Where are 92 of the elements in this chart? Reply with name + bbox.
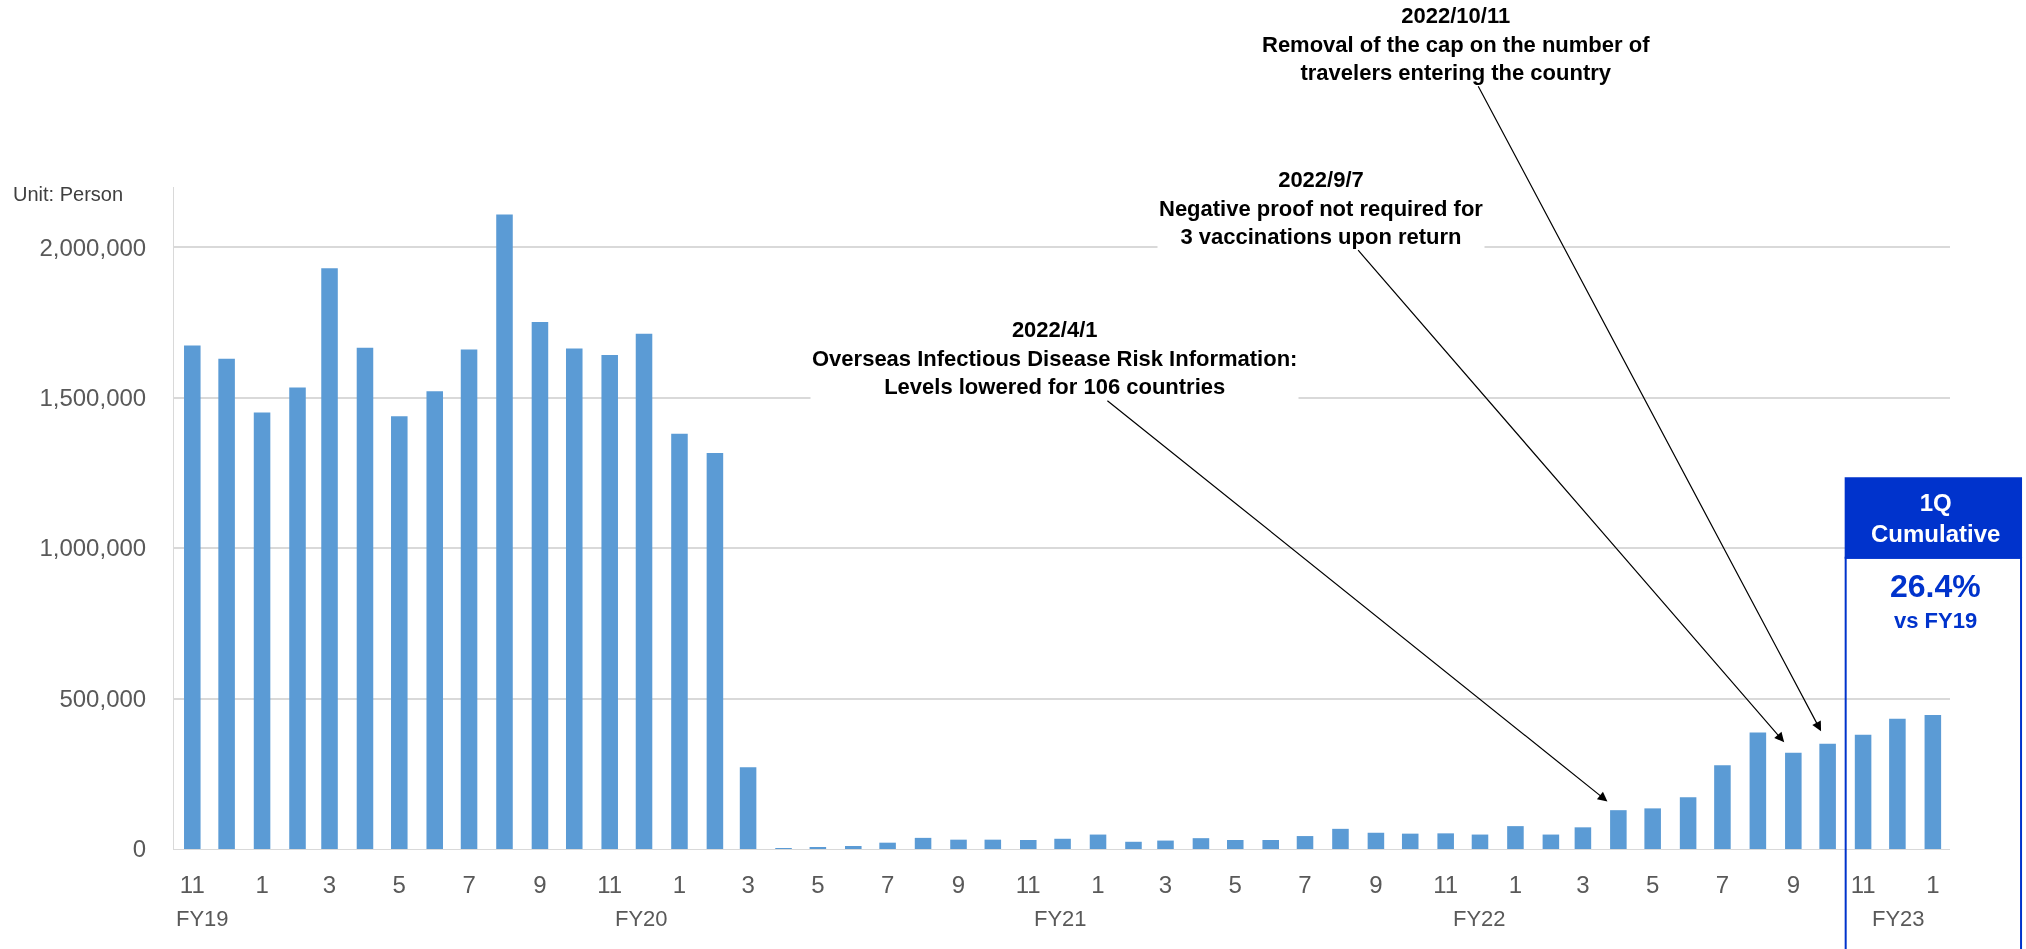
bar xyxy=(321,268,338,849)
bar xyxy=(1679,797,1697,849)
y-tick-label: 1,500,000 xyxy=(39,384,147,412)
x-tick-label: 1 xyxy=(255,870,269,898)
text: FY19 xyxy=(176,906,229,931)
text: FY20 xyxy=(615,906,668,931)
annotation: 1Q Cumulative xyxy=(1871,489,2001,548)
y-tick-label: 2,000,000 xyxy=(39,233,147,261)
bar xyxy=(1157,840,1174,849)
x-tick-label: 7 xyxy=(462,870,476,898)
annotation: 2022/10/11 Removal of the cap on the number of travelers entering the country xyxy=(1262,3,1651,86)
text: FY23 xyxy=(1872,906,1925,931)
bar xyxy=(1226,839,1244,849)
x-tick-label: 7 xyxy=(880,870,895,898)
bar xyxy=(1019,839,1037,849)
bar xyxy=(914,837,932,849)
bar xyxy=(1785,752,1802,849)
bar xyxy=(635,333,653,849)
bar xyxy=(845,845,862,849)
x-tick-label: 5 xyxy=(1228,870,1242,898)
bar xyxy=(671,433,688,849)
x-tick-label: 1 xyxy=(672,870,687,898)
x-tick-label: 9 xyxy=(1786,870,1801,898)
bar xyxy=(1507,826,1524,849)
bar xyxy=(1889,718,1906,849)
x-tick-label: 5 xyxy=(1645,870,1660,898)
x-tick-label: 11 xyxy=(1015,870,1041,898)
bar xyxy=(531,322,549,849)
bar xyxy=(1296,836,1314,849)
bar xyxy=(1749,732,1767,849)
bar xyxy=(879,842,896,849)
bar xyxy=(565,348,583,849)
bar xyxy=(460,349,478,849)
bar xyxy=(739,767,757,849)
x-tick-label: 5 xyxy=(811,870,825,898)
annotation: vs FY19 xyxy=(1894,608,1978,633)
y-tick-label: 1,000,000 xyxy=(39,534,147,562)
x-tick-label: 9 xyxy=(1369,870,1383,898)
bar xyxy=(1089,834,1107,849)
x-tick-label: 11 xyxy=(1850,870,1876,898)
bar xyxy=(218,358,235,849)
bar xyxy=(356,347,374,849)
annotation: 26.4% xyxy=(1890,568,1981,604)
bar xyxy=(1854,734,1872,849)
annotation: 2022/4/1 Overseas Infectious Disease Risk Information: Levels lowered for 106 countries xyxy=(812,317,1298,400)
bar xyxy=(496,214,513,849)
x-tick-label: 11 xyxy=(1433,870,1459,898)
bar xyxy=(601,354,618,849)
bar xyxy=(1262,839,1279,849)
x-tick-label: 3 xyxy=(741,870,755,898)
bar xyxy=(1714,765,1731,849)
bar xyxy=(1542,834,1560,849)
bar xyxy=(1367,832,1385,849)
bar xyxy=(1819,743,1836,849)
x-tick-label: 1 xyxy=(1091,870,1105,898)
bar xyxy=(1610,810,1627,849)
bar xyxy=(1054,838,1071,849)
text: FY21 xyxy=(1034,906,1087,931)
bar xyxy=(1471,834,1489,849)
x-tick-label: 1 xyxy=(1508,870,1523,898)
x-tick-label: 3 xyxy=(322,870,337,898)
bar xyxy=(391,416,408,849)
x-tick-label: 1 xyxy=(1926,870,1940,898)
x-tick-label: 11 xyxy=(597,870,623,898)
x-tick-label: 9 xyxy=(533,870,547,898)
x-tick-label: 11 xyxy=(179,870,205,898)
bar xyxy=(426,391,444,849)
x-tick-label: 7 xyxy=(1298,870,1312,898)
y-tick-label: 0 xyxy=(132,835,147,863)
annotation: 2022/9/7 Negative proof not required for 3 vaccinations upon return xyxy=(1159,167,1484,250)
bar xyxy=(950,839,967,849)
y-tick-label: 500,000 xyxy=(59,684,147,712)
x-tick-label: 5 xyxy=(392,870,406,898)
x-tick-label: 9 xyxy=(951,870,966,898)
x-tick-label: 3 xyxy=(1576,870,1590,898)
bar xyxy=(1192,838,1210,849)
bar xyxy=(253,412,271,849)
bar xyxy=(1574,827,1592,849)
bar xyxy=(1125,841,1142,849)
bar xyxy=(184,345,201,849)
bar xyxy=(1401,833,1419,849)
x-tick-label: 7 xyxy=(1715,870,1730,898)
bar xyxy=(1644,808,1661,849)
bar xyxy=(1332,828,1349,849)
bar xyxy=(1924,715,1942,849)
bar xyxy=(984,839,1002,849)
y-axis-title: Unit: Person xyxy=(13,183,124,205)
bar xyxy=(706,453,724,849)
bar xyxy=(1437,833,1454,849)
text: FY22 xyxy=(1453,906,1506,931)
bar xyxy=(289,387,306,849)
x-tick-label: 3 xyxy=(1158,870,1173,898)
